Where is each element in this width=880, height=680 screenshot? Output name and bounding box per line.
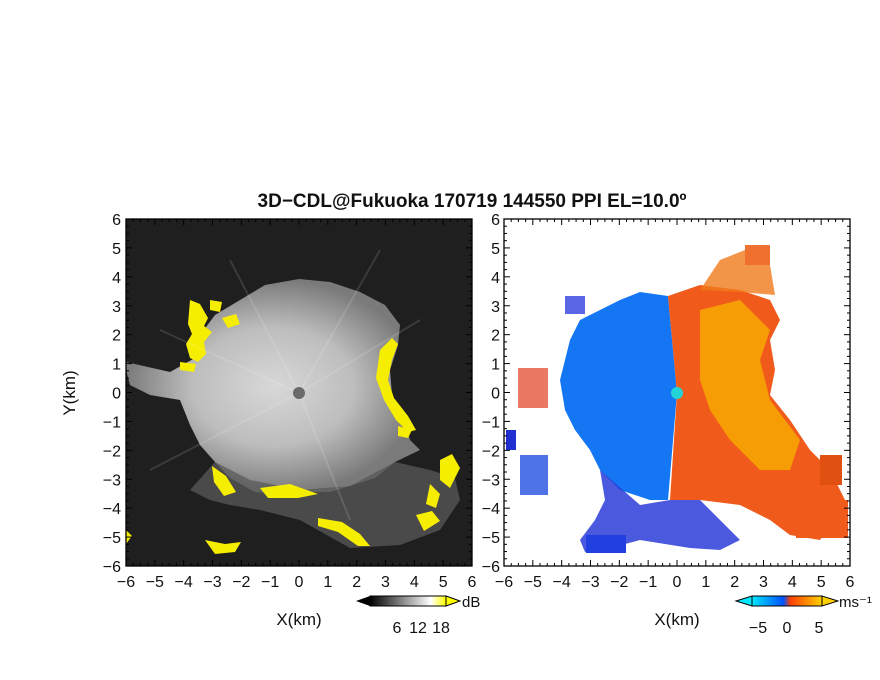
backscatter-colorbar-tick-labels: 6 12 18 xyxy=(393,620,450,637)
x-tick-label: 0 xyxy=(673,574,682,591)
y-tick-label: −4 xyxy=(482,501,500,518)
backscatter-x-tick-labels: −6 −5 −4 −3 −2 −1 0 1 2 3 4 5 6 xyxy=(117,574,477,591)
velocity-colorbar-unit: ms⁻¹ xyxy=(839,594,872,611)
x-tick-label: 6 xyxy=(846,574,855,591)
x-tick-label: 3 xyxy=(759,574,768,591)
colorbar-tick-label: 5 xyxy=(815,620,824,637)
x-tick-label: −4 xyxy=(553,574,571,591)
backscatter-colorbar-unit: dB xyxy=(462,594,480,611)
x-tick-label: 1 xyxy=(701,574,710,591)
colorbar-tick-label: 12 xyxy=(409,620,427,637)
x-tick-label: −3 xyxy=(203,574,221,591)
backscatter-ylabel: Y(km) xyxy=(60,370,79,415)
backscatter-radar-site xyxy=(293,387,305,399)
velocity-colorbar: ms⁻¹ −5 0 5 xyxy=(734,594,872,637)
x-tick-label: −1 xyxy=(639,574,657,591)
y-tick-label: −6 xyxy=(482,559,500,576)
y-tick-label: −5 xyxy=(482,530,500,547)
velocity-negative-region xyxy=(560,292,677,500)
y-tick-label: −4 xyxy=(103,501,121,518)
y-tick-label: −6 xyxy=(103,559,121,576)
x-tick-label: 1 xyxy=(323,574,332,591)
y-tick-label: 5 xyxy=(112,241,121,258)
velocity-colorbar-tick-labels: −5 0 5 xyxy=(749,620,824,637)
y-tick-label: −5 xyxy=(103,530,121,547)
x-tick-label: −3 xyxy=(581,574,599,591)
velocity-negative-fringe xyxy=(580,470,740,552)
x-tick-label: 4 xyxy=(788,574,797,591)
backscatter-echo-lower xyxy=(190,462,460,548)
y-tick-label: −1 xyxy=(482,414,500,431)
y-tick-label: −2 xyxy=(482,443,500,460)
y-tick-label: 0 xyxy=(112,386,121,403)
x-tick-label: −1 xyxy=(261,574,279,591)
x-tick-label: −5 xyxy=(146,574,164,591)
x-tick-label: 5 xyxy=(817,574,826,591)
backscatter-ticks xyxy=(125,218,473,567)
backscatter-y-tick-labels: 6 5 4 3 2 1 0 −1 −2 −3 −4 −5 −6 xyxy=(103,212,121,576)
y-tick-label: −3 xyxy=(103,472,121,489)
x-tick-label: 3 xyxy=(381,574,390,591)
y-tick-label: 2 xyxy=(491,328,500,345)
velocity-x-tick-labels: −6 −5 −4 −3 −2 −1 0 1 2 3 4 5 6 xyxy=(495,574,855,591)
velocity-radar-site xyxy=(671,387,683,399)
x-tick-label: −6 xyxy=(495,574,513,591)
y-tick-label: −2 xyxy=(103,443,121,460)
y-tick-label: 3 xyxy=(112,299,121,316)
backscatter-panel: −6 −5 −4 −3 −2 −1 0 1 2 3 4 5 6 6543210−1−2−3−4−5−6 … xyxy=(60,212,480,637)
velocity-ticks xyxy=(503,218,851,567)
x-tick-label: 0 xyxy=(295,574,304,591)
backscatter-echo-core xyxy=(126,279,420,494)
y-tick-label: 2 xyxy=(112,328,121,345)
y-tick-label: 1 xyxy=(112,357,121,374)
y-tick-label: 5 xyxy=(491,241,500,258)
x-tick-label: −2 xyxy=(232,574,250,591)
y-tick-label: 1 xyxy=(491,357,500,374)
x-tick-label: −5 xyxy=(524,574,542,591)
y-tick-label: 4 xyxy=(112,270,121,287)
velocity-xlabel: X(km) xyxy=(654,610,699,629)
y-tick-label: 0 xyxy=(491,386,500,403)
x-tick-label: −4 xyxy=(175,574,193,591)
y-tick-label: 6 xyxy=(491,212,500,229)
x-tick-label: −6 xyxy=(117,574,135,591)
velocity-y-tick-labels: 6 5 4 3 2 1 0 −1 −2 −3 −4 −5 −6 xyxy=(482,212,500,576)
y-tick-label: 3 xyxy=(491,299,500,316)
velocity-positive-warm xyxy=(700,300,800,470)
colorbar-tick-label: 0 xyxy=(783,620,792,637)
y-tick-label: −1 xyxy=(103,414,121,431)
x-tick-label: 5 xyxy=(439,574,448,591)
colorbar-tick-label: 6 xyxy=(393,620,402,637)
x-tick-label: 6 xyxy=(468,574,477,591)
x-tick-label: 4 xyxy=(410,574,419,591)
backscatter-colorbar: dB 6 12 18 xyxy=(356,594,480,637)
x-tick-label: 2 xyxy=(730,574,739,591)
y-tick-label: 6 xyxy=(112,212,121,229)
x-tick-label: −2 xyxy=(610,574,628,591)
backscatter-xlabel: X(km) xyxy=(276,610,321,629)
backscatter-yellow-echoes xyxy=(126,300,460,554)
y-tick-label: −3 xyxy=(482,472,500,489)
backscatter-radial-streaks xyxy=(149,249,421,521)
velocity-panel: −6 −5 −4 −3 −2 −1 0 1 2 3 4 5 6 6543210−1−2−3−4−5−6 … xyxy=(482,212,872,637)
y-tick-label: 4 xyxy=(491,270,500,287)
x-tick-label: 2 xyxy=(352,574,361,591)
colorbar-tick-label: 18 xyxy=(432,620,450,637)
colorbar-tick-label: −5 xyxy=(749,620,767,637)
velocity-scatter-echoes xyxy=(506,245,848,553)
figure-title: 3D−CDL@Fukuoka 170719 144550 PPI EL=10.0… xyxy=(258,191,687,212)
